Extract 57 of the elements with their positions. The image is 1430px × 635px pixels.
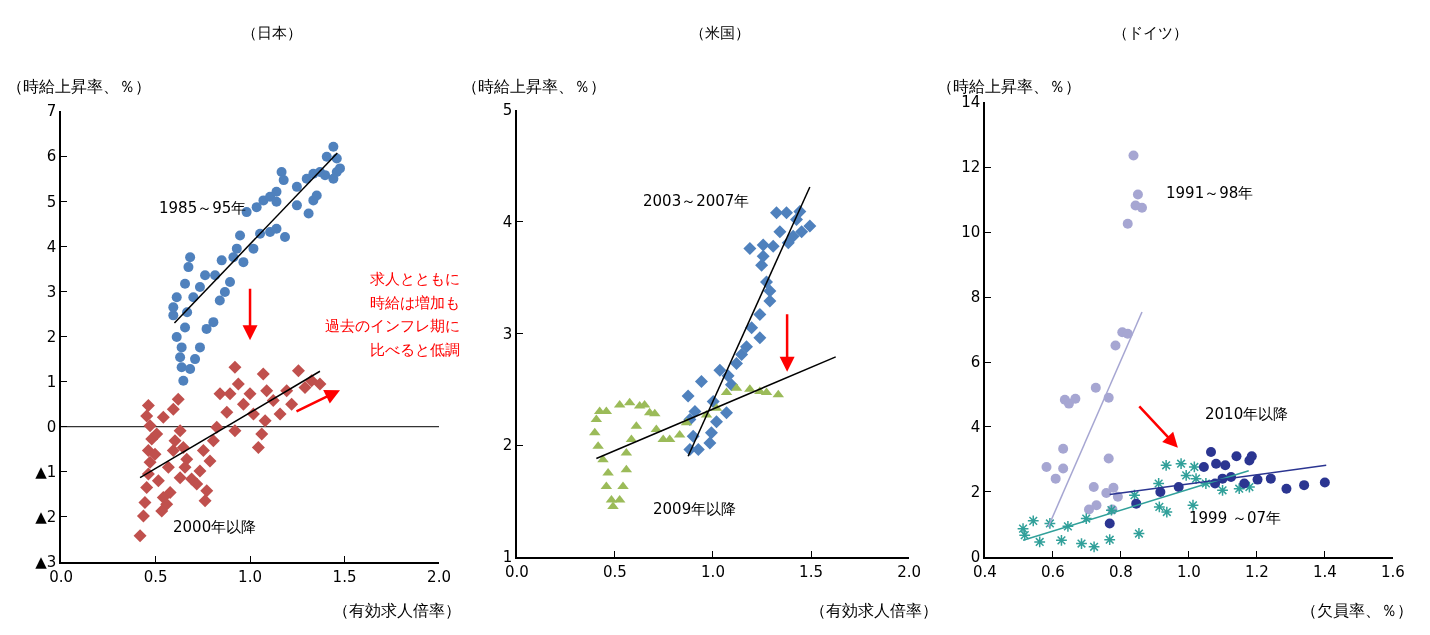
chart-title: （米国） — [690, 24, 750, 42]
y-tick-label: 7 — [46, 102, 57, 121]
series-label: 2000年以降 — [173, 518, 257, 536]
y-tick-label: 2 — [502, 436, 513, 455]
x-tick-label: 0.5 — [603, 562, 627, 581]
y-axis-title: （時給上昇率、％） — [937, 77, 1081, 96]
y-tick-label: 10 — [961, 223, 981, 242]
series-label: 2010年以降 — [1205, 405, 1289, 423]
y-tick-label: 0 — [46, 417, 57, 436]
y-tick-label: ▲1 — [35, 463, 57, 482]
y-tick-label: 12 — [961, 158, 981, 177]
y-tick-label: 4 — [502, 212, 513, 231]
y-tick-label: 4 — [970, 418, 981, 437]
x-tick-label: 1.2 — [1244, 562, 1269, 581]
x-tick-label: 0.8 — [1109, 562, 1133, 581]
series-label: 2003～2007年 — [643, 192, 750, 210]
y-tick-label: 5 — [502, 101, 513, 120]
y-axis-title: （時給上昇率、％） — [462, 77, 606, 96]
x-tick-label: 1.0 — [238, 567, 262, 586]
y-tick-label: 1 — [46, 372, 57, 391]
y-tick-label: 2 — [46, 327, 57, 346]
annotation: 比べると低調 — [370, 341, 460, 359]
y-axis-title: （時給上昇率、％） — [7, 77, 151, 96]
x-tick-label: 2.0 — [897, 562, 921, 581]
chart-title: （日本） — [242, 24, 302, 42]
x-tick-label: 1.5 — [799, 562, 823, 581]
y-tick-label: ▲2 — [35, 508, 57, 527]
y-tick-label: 3 — [502, 324, 513, 343]
series-label: 1999 ～07年 — [1189, 509, 1282, 527]
x-tick-label: 1.5 — [332, 567, 357, 586]
chart-title: （ドイツ） — [1113, 24, 1188, 42]
series-label: 2009年以降 — [653, 500, 737, 518]
y-tick-label: 5 — [46, 192, 57, 211]
annotation: 時給は増加も — [370, 294, 460, 312]
x-tick-label: 1.0 — [701, 562, 725, 581]
x-tick-label: 0.6 — [1041, 562, 1065, 581]
y-tick-label: 2 — [970, 483, 981, 502]
y-tick-label: 6 — [46, 147, 57, 166]
x-tick-label: 0.4 — [973, 562, 997, 581]
series-label: 1985～95年 — [159, 199, 247, 217]
x-tick-label: 1.4 — [1312, 562, 1337, 581]
annotation: 過去のインフレ期に — [325, 317, 460, 335]
y-tick-label: 3 — [46, 282, 57, 301]
x-axis-title: （有効求人倍率） — [333, 601, 461, 620]
x-axis-title: （有効求人倍率） — [810, 601, 938, 620]
x-tick-label: 1.0 — [1176, 562, 1201, 581]
x-tick-label: 0.0 — [505, 562, 529, 581]
x-tick-label: 0.5 — [143, 567, 168, 586]
series-label: 1991～98年 — [1166, 184, 1254, 202]
y-tick-label: 6 — [970, 353, 981, 372]
x-tick-label: 1.6 — [1380, 562, 1405, 581]
x-axis-title: （欠員率、％） — [1301, 601, 1413, 620]
y-tick-label: 14 — [961, 93, 981, 112]
y-tick-label: 4 — [46, 237, 57, 256]
x-tick-label: 2.0 — [427, 567, 451, 586]
annotation: 求人とともに — [370, 270, 460, 288]
y-tick-label: 8 — [970, 288, 981, 307]
